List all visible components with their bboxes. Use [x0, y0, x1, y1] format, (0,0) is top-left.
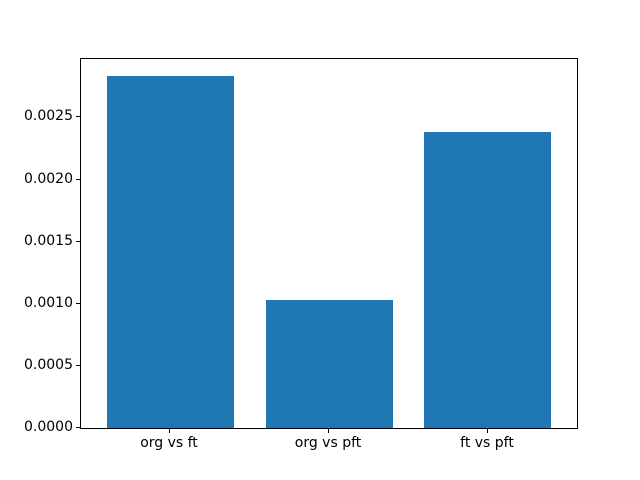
y-tick-mark [76, 116, 80, 117]
y-tick-label: 0.0015 [24, 233, 73, 249]
y-tick-mark [76, 241, 80, 242]
bar-org-vs-ft [107, 76, 234, 428]
plot-area [80, 58, 578, 429]
y-tick-label: 0.0020 [24, 171, 73, 187]
y-tick-mark [76, 427, 80, 428]
y-tick-label: 0.0010 [24, 295, 73, 311]
x-tick-mark [328, 429, 329, 433]
y-tick-label: 0.0025 [24, 108, 73, 124]
x-tick-mark [169, 429, 170, 433]
x-tick-mark [487, 429, 488, 433]
y-tick-mark [76, 303, 80, 304]
x-tick-label: org vs pft [294, 435, 362, 451]
y-tick-label: 0.0005 [24, 357, 73, 373]
bar-org-vs-pft [266, 300, 393, 428]
x-tick-label: ft vs pft [460, 435, 514, 451]
y-tick-label: 0.0000 [24, 419, 73, 435]
y-tick-mark [76, 365, 80, 366]
bar-ft-vs-pft [424, 132, 551, 428]
y-tick-mark [76, 179, 80, 180]
x-tick-label: org vs ft [140, 435, 198, 451]
